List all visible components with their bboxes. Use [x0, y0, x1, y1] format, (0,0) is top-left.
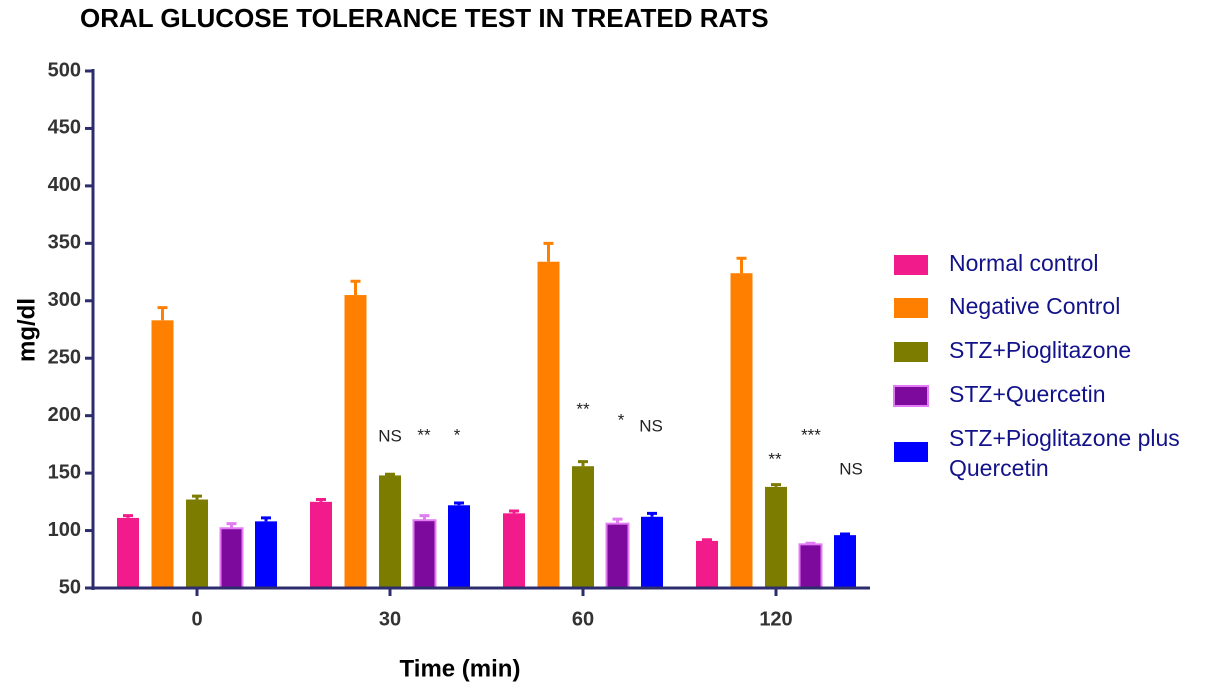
- error-bar: [350, 279, 361, 296]
- error-bar: [454, 501, 464, 506]
- legend-label: STZ+Quercetin: [949, 381, 1106, 407]
- y-axis-label: mg/dl: [13, 298, 40, 362]
- error-bar: [840, 532, 850, 536]
- bar: [537, 261, 560, 588]
- chart-title: ORAL GLUCOSE TOLERANCE TEST IN TREATED R…: [80, 3, 769, 33]
- bar: [379, 475, 401, 588]
- bar: [151, 320, 174, 588]
- error-bar: [509, 509, 519, 514]
- bar: [344, 295, 367, 588]
- error-bar: [612, 517, 623, 524]
- legend-label: Negative Control: [949, 293, 1120, 319]
- legend-label: STZ+Pioglitazone: [949, 337, 1131, 363]
- error-bar: [385, 472, 395, 476]
- bar: [219, 527, 244, 589]
- x-tick-label: 0: [191, 608, 202, 630]
- annotation: **: [417, 425, 431, 444]
- legend-swatch: [894, 255, 928, 275]
- y-tick-label: 50: [59, 576, 81, 598]
- legend-swatch: [893, 385, 929, 407]
- y-tick-label: 200: [48, 404, 81, 426]
- bar: [765, 486, 787, 588]
- bar: [117, 517, 139, 588]
- error-bar: [123, 514, 133, 518]
- annotation: **: [768, 449, 782, 468]
- x-axis-label: Time (min): [400, 655, 521, 682]
- error-bar: [192, 494, 202, 500]
- legend-swatch: [894, 298, 928, 318]
- bar: [412, 519, 437, 590]
- error-bar: [736, 256, 747, 274]
- bar: [186, 499, 208, 588]
- y-tick-label: 350: [48, 232, 81, 254]
- y-tick-label: 500: [48, 59, 81, 81]
- y-tick-label: 100: [48, 519, 81, 541]
- error-bar: [157, 306, 168, 321]
- bar: [255, 521, 277, 588]
- error-bar: [578, 460, 588, 467]
- annotation: NS: [639, 416, 663, 435]
- y-tick-label: 450: [48, 117, 81, 139]
- bar: [503, 513, 525, 588]
- bar: [448, 505, 470, 588]
- legend-swatch: [894, 342, 928, 362]
- bar: [834, 535, 856, 588]
- error-bar: [771, 483, 781, 487]
- annotation: *: [618, 410, 625, 429]
- error-bar: [419, 514, 430, 521]
- error-bar: [226, 522, 237, 529]
- y-tick-label: 150: [48, 461, 81, 483]
- bar: [798, 543, 823, 589]
- y-tick-label: 400: [48, 174, 81, 196]
- y-tick-label: 300: [48, 289, 81, 311]
- annotation: *: [454, 425, 461, 444]
- bar: [730, 273, 753, 588]
- legend-label: STZ+Pioglitazone plus Quercetin: [949, 425, 1180, 481]
- error-bar: [647, 511, 657, 517]
- error-bar: [702, 538, 712, 542]
- legend-label: Normal control: [949, 250, 1099, 276]
- annotation: **: [576, 399, 590, 418]
- x-tick-label: 120: [759, 608, 792, 630]
- bar: [641, 516, 663, 588]
- annotation: ***: [801, 425, 821, 444]
- x-tick-label: 60: [572, 608, 594, 630]
- legend-swatch: [894, 442, 928, 462]
- error-bar: [261, 516, 271, 522]
- y-tick-label: 250: [48, 347, 81, 369]
- x-tick-label: 30: [379, 608, 401, 630]
- error-bar: [543, 241, 554, 262]
- annotation: NS: [378, 426, 402, 445]
- bar: [572, 466, 594, 588]
- bar: [310, 501, 332, 588]
- error-bar: [805, 541, 816, 545]
- bar: [696, 540, 718, 588]
- annotation: NS: [839, 459, 863, 478]
- error-bar: [316, 498, 326, 502]
- bar: [605, 522, 630, 590]
